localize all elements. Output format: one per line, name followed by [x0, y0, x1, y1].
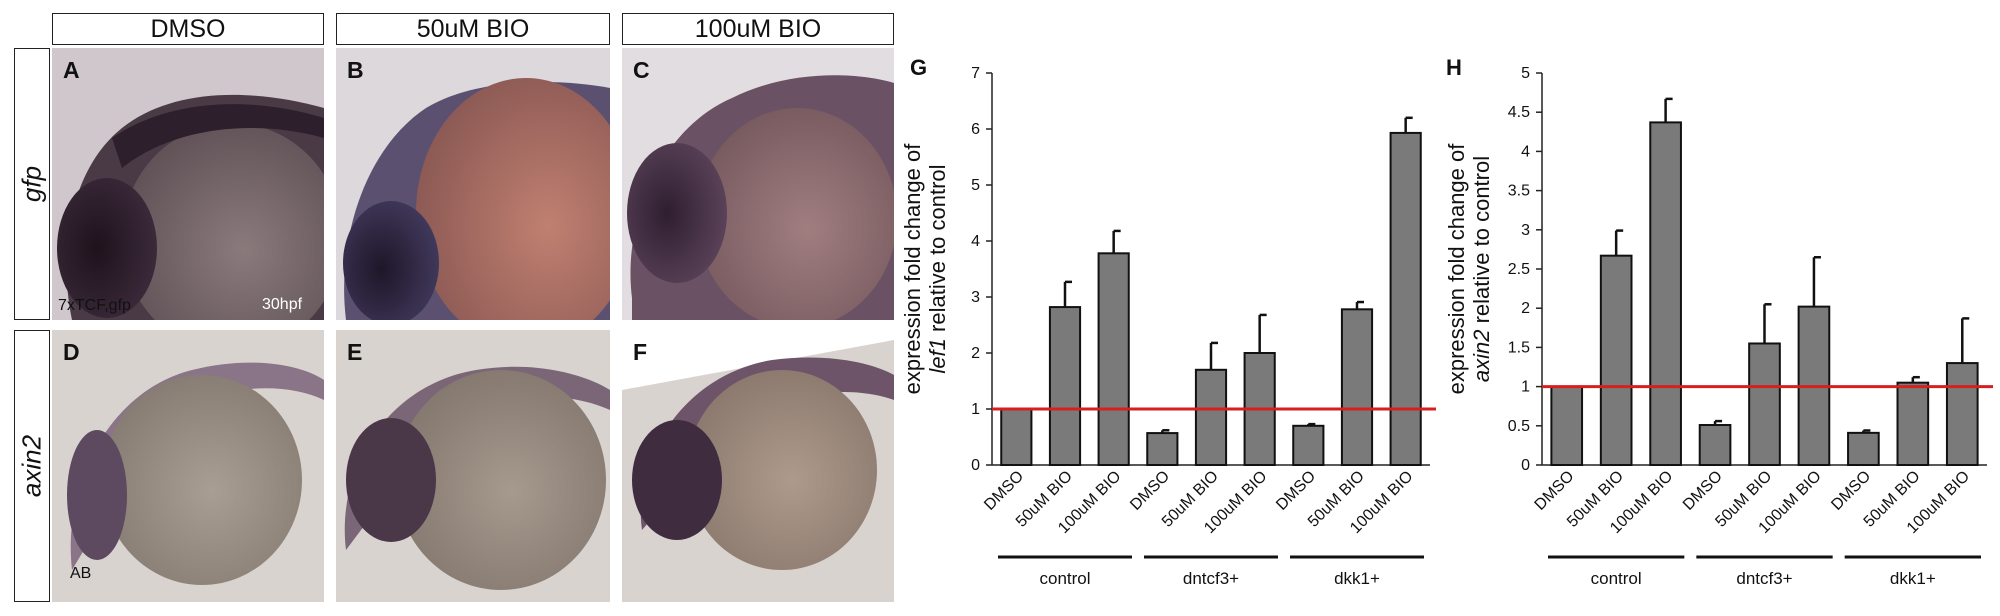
micrograph-panel-b: [336, 48, 610, 320]
chart-g-y-tick-label-0: 0: [971, 457, 980, 474]
row-label-axin2: axin2: [14, 330, 50, 602]
chart-h: 0 0.5 1 1.5 2 2.5 3 3.5 4 4.5 5 DMSO 50uM BIO 100uM B…: [1445, 0, 2000, 616]
chart-g-x-tick-label-3: DMSO: [1127, 468, 1173, 514]
chart-h-y-tick-label-6: 3: [1521, 222, 1530, 239]
chart-g-bar-0: [1000, 408, 1033, 466]
micrograph-panel-c: [622, 48, 894, 320]
chart-h-bar-8: [1945, 362, 1979, 466]
chart-g-x-tick-label-6: DMSO: [1273, 468, 1319, 514]
panel-letter-g: G: [910, 55, 928, 80]
chart-g-y-tick-label-2: 2: [971, 345, 980, 362]
chart-h-y-tick-label-0: 0: [1521, 457, 1530, 474]
chart-h-x-tick-label-6: DMSO: [1828, 468, 1874, 514]
chart-h-bar-7: [1896, 381, 1930, 466]
chart-h-ylabel-rest: relative to control: [1469, 156, 1494, 330]
chart-h-y-tick-label-3: 1.5: [1508, 339, 1530, 356]
chart-g-ylabel-rest: relative to control: [925, 164, 950, 338]
chart-h-y-tick-label-4: 2: [1521, 300, 1530, 317]
chart-g-y-tick-label-7: 7: [971, 65, 980, 82]
panel-letter-b: B: [347, 57, 364, 83]
annotation-stage: 30hpf: [262, 296, 303, 313]
chart-h-bar-6: [1847, 431, 1880, 466]
chart-g-bar-1: [1048, 306, 1082, 466]
chart-g-y-tick-label-5: 5: [971, 177, 980, 194]
annotation-strain: AB: [70, 565, 92, 582]
panel-letter-a: A: [63, 57, 80, 83]
chart-g-bar-4: [1194, 368, 1228, 466]
chart-h-y-tick-label-9: 4.5: [1508, 104, 1530, 121]
chart-h-bar-0: [1550, 385, 1584, 467]
chart-h-y-tick-label-10: 5: [1521, 65, 1530, 82]
chart-g-y-tick-label-6: 6: [971, 121, 980, 138]
row-label-gfp-text: gfp: [16, 165, 47, 203]
chart-h-bar-3: [1698, 424, 1732, 466]
chart-h-x-tick-label-0: DMSO: [1532, 468, 1578, 514]
panel-letter-d: D: [63, 339, 80, 365]
column-header-100um-bio: 100uM BIO: [622, 13, 894, 45]
chart-h-bar-4: [1748, 342, 1781, 467]
panel-letter-f: F: [633, 339, 648, 365]
chart-h-group-label-2: dkk1+: [1890, 569, 1936, 588]
chart-h-y-tick-label-2: 1: [1521, 379, 1530, 396]
chart-g-ylabel-line1: expression fold change of: [900, 143, 925, 395]
micrograph-panel-a: [52, 48, 324, 320]
chart-g-bar-3: [1146, 432, 1179, 466]
chart-h-y-tick-label-7: 3.5: [1508, 183, 1530, 200]
annotation-transgenic-line: 7xTCF,gfp: [58, 297, 131, 314]
chart-h-ylabel-gene: axin2: [1469, 330, 1494, 383]
chart-h-x-tick-label-3: DMSO: [1680, 468, 1726, 514]
chart-g-group-label-2: dkk1+: [1334, 569, 1380, 588]
chart-h-y-tick-label-8: 4: [1521, 143, 1530, 160]
chart-g-bar-2: [1097, 252, 1130, 466]
panel-letter-c: C: [633, 57, 650, 83]
chart-g-y-tick-label-4: 4: [971, 233, 980, 250]
chart-g-bar-8: [1389, 131, 1422, 466]
chart-g-y-tick-label-1: 1: [971, 401, 980, 418]
micrograph-panel-e: [336, 330, 610, 602]
chart-g-group-label-0: control: [1039, 569, 1090, 588]
chart-g-ylabel-gene: lef1: [925, 338, 950, 373]
panel-letter-h: H: [1446, 55, 1462, 80]
chart-g-x-tick-label-0: DMSO: [981, 468, 1027, 514]
chart-g-bar-6: [1292, 424, 1325, 466]
chart-h-y-tick-label-5: 2.5: [1508, 261, 1530, 278]
row-label-gfp: gfp: [14, 48, 50, 320]
chart-g-y-tick-label-3: 3: [971, 289, 980, 306]
chart-g-group-label-1: dntcf3+: [1183, 569, 1239, 588]
chart-h-bar-2: [1649, 121, 1682, 466]
column-header-50um-bio: 50uM BIO: [336, 13, 610, 45]
micrograph-panel-d: [52, 330, 324, 602]
chart-g: 0 1 2 3 4 5 6 7 DMSO 50uM BIO 100uM BIO DMSO 50uM BI…: [900, 0, 1440, 616]
chart-h-ylabel-line1: expression fold change of: [1445, 143, 1469, 395]
chart-h-y-tick-label-1: 0.5: [1508, 418, 1530, 435]
panel-letter-e: E: [347, 339, 363, 365]
chart-h-bar-1: [1599, 254, 1633, 466]
chart-h-group-label-1: dntcf3+: [1736, 569, 1792, 588]
chart-g-ylabel-line2: lef1 relative to control: [925, 164, 950, 373]
chart-h-group-label-0: control: [1591, 569, 1642, 588]
micrograph-panel-f: [622, 330, 894, 602]
row-label-axin2-text: axin2: [16, 434, 47, 498]
chart-g-bar-7: [1340, 308, 1374, 466]
column-header-dmso: DMSO: [52, 13, 324, 45]
chart-h-ylabel-line2: axin2 relative to control: [1469, 156, 1494, 382]
